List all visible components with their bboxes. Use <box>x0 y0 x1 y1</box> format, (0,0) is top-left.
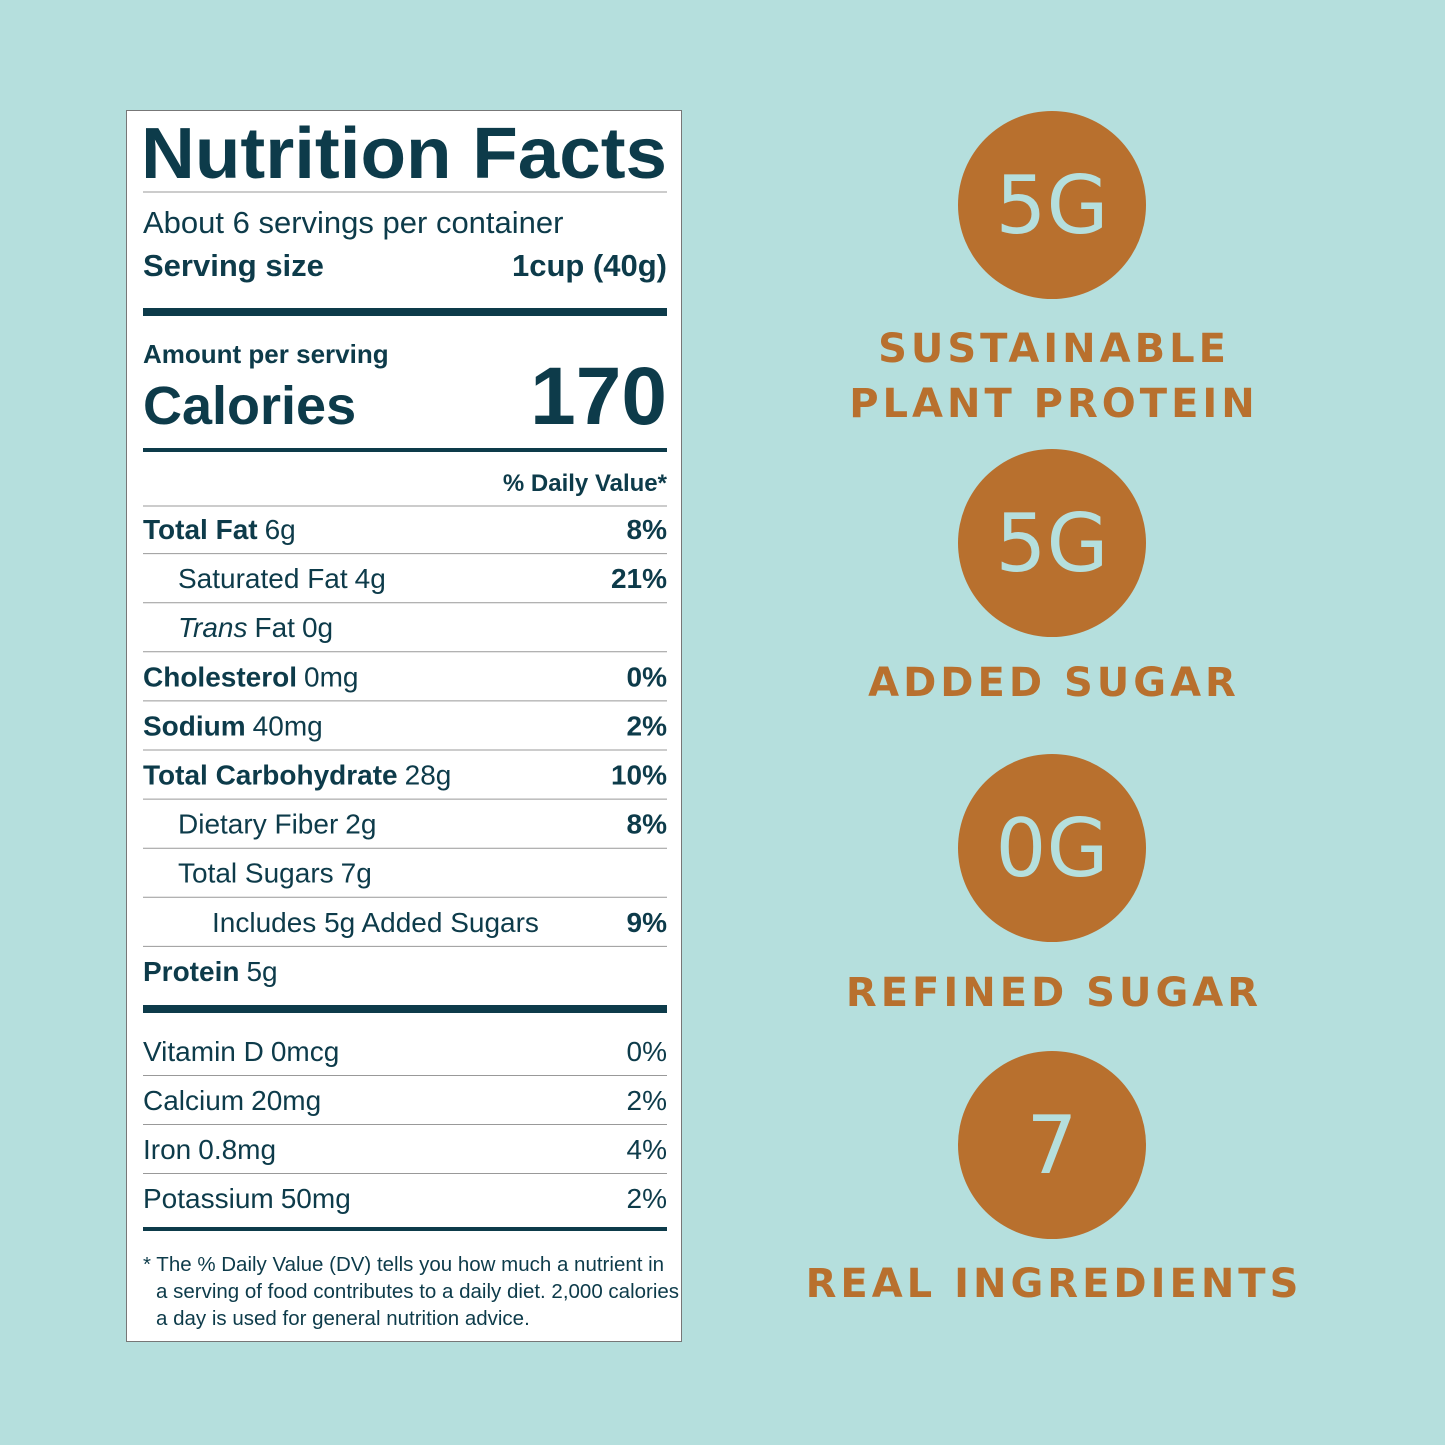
nutrient-name: Sodium <box>143 710 246 741</box>
nutrient-name: Fat <box>255 612 296 643</box>
serving-size: 1cup (40g) <box>512 248 667 283</box>
vitamin-dv: 2% <box>627 1085 667 1116</box>
nutrient-name: Saturated Fat <box>178 563 348 594</box>
vitamin-amount: 0.8mg <box>198 1134 276 1165</box>
vitamin-dv: 2% <box>627 1183 667 1214</box>
vitamin-amount: 20mg <box>251 1085 321 1116</box>
nutrient-name: Total Fat <box>143 514 258 545</box>
nutrient-row: Protein 5g <box>143 956 278 987</box>
amount-per-serving: Amount per serving <box>143 339 389 369</box>
badge-circle <box>958 754 1146 942</box>
nutrient-amount: 4g <box>355 563 386 594</box>
badge-circle <box>958 1051 1146 1239</box>
nutrient-amount: 0g <box>302 612 333 643</box>
nutrient-amount: 2g <box>345 809 376 840</box>
nutrient-row: Trans Fat 0g <box>178 612 333 643</box>
badge-label: REFINED SUGAR <box>846 970 1262 1016</box>
vitamin-dv: 4% <box>627 1134 667 1165</box>
medium-rule <box>143 1227 667 1231</box>
nutrient-row: Saturated Fat 4g <box>178 563 386 594</box>
daily-value: 10% <box>611 760 667 791</box>
nutrient-row: Cholesterol 0mg <box>143 661 359 692</box>
nutrient-row: Total Carbohydrate 28g <box>143 760 451 791</box>
medium-rule <box>143 448 667 452</box>
vitamin-name: Vitamin D <box>143 1036 264 1067</box>
thick-rule <box>143 1005 667 1013</box>
nutrient-name: Total Carbohydrate <box>143 760 398 791</box>
nutrient-name: Dietary Fiber <box>178 809 338 840</box>
vitamin-name: Iron <box>143 1134 191 1165</box>
badge-label: ADDED SUGAR <box>868 660 1240 706</box>
nutrient-row: Sodium 40mg <box>143 710 323 741</box>
nutrient-amount: 6g <box>265 514 296 545</box>
calories: 170 <box>530 351 667 442</box>
vitamin-row: Iron 0.8mg <box>143 1134 276 1165</box>
nutrient-amount: 40mg <box>253 710 323 741</box>
nutrient-row: Includes 5g Added Sugars <box>212 907 539 938</box>
nutrient-name: Includes 5g Added Sugars <box>212 907 539 938</box>
footnote: a day is used for general nutrition advi… <box>156 1307 530 1330</box>
nutrient-name: Total Sugars <box>178 858 334 889</box>
calories-label: Calories <box>143 376 356 436</box>
vitamin-name: Calcium <box>143 1085 244 1116</box>
daily-value: 9% <box>627 907 668 938</box>
vitamin-name: Potassium <box>143 1183 274 1214</box>
badge-label: SUSTAINABLE <box>878 326 1230 372</box>
vitamin-dv: 0% <box>627 1036 667 1067</box>
servings: About 6 servings per container <box>143 205 563 240</box>
badge-value: 0G <box>996 802 1109 895</box>
nutrient-row: Dietary Fiber 2g <box>178 809 376 840</box>
thick-rule <box>143 308 667 316</box>
nutrient-amount: 0mg <box>304 661 358 692</box>
vitamin-row: Potassium 50mg <box>143 1183 351 1214</box>
nutrient-amount: 28g <box>405 760 452 791</box>
nutrient-amount: 7g <box>341 858 372 889</box>
badge-circle <box>958 449 1146 637</box>
badge-label: REAL INGREDIENTS <box>806 1261 1303 1307</box>
daily-value: 2% <box>627 710 668 741</box>
nutrient-name: Cholesterol <box>143 661 297 692</box>
daily-value: 0% <box>627 661 668 692</box>
nutrient-row: Total Fat 6g <box>143 514 296 545</box>
badge-value: 5G <box>996 497 1109 590</box>
label-title: Nutrition Facts <box>141 114 667 194</box>
vitamin-amount: 0mcg <box>271 1036 339 1067</box>
serving-size-label: Serving size <box>143 248 324 283</box>
badge-value: 5G <box>996 159 1109 252</box>
nutrient-row: Total Sugars 7g <box>178 858 372 889</box>
vitamin-row: Calcium 20mg <box>143 1085 321 1116</box>
daily-value: 21% <box>611 563 667 594</box>
badge-value: 7 <box>1027 1099 1078 1192</box>
footnote: * The % Daily Value (DV) tells you how m… <box>143 1253 664 1276</box>
vitamin-row: Vitamin D 0mcg <box>143 1036 339 1067</box>
nutrient-amount: 5g <box>246 956 277 987</box>
badge-circle <box>958 111 1146 299</box>
badge-label: PLANT PROTEIN <box>849 381 1259 427</box>
vitamin-amount: 50mg <box>281 1183 351 1214</box>
daily-value-header: % Daily Value* <box>503 470 668 497</box>
daily-value: 8% <box>627 809 668 840</box>
daily-value: 8% <box>627 514 668 545</box>
nutrient-name: Protein <box>143 956 239 987</box>
nutrient-name-italic: Trans <box>178 612 248 643</box>
footnote: a serving of food contributes to a daily… <box>156 1280 679 1303</box>
